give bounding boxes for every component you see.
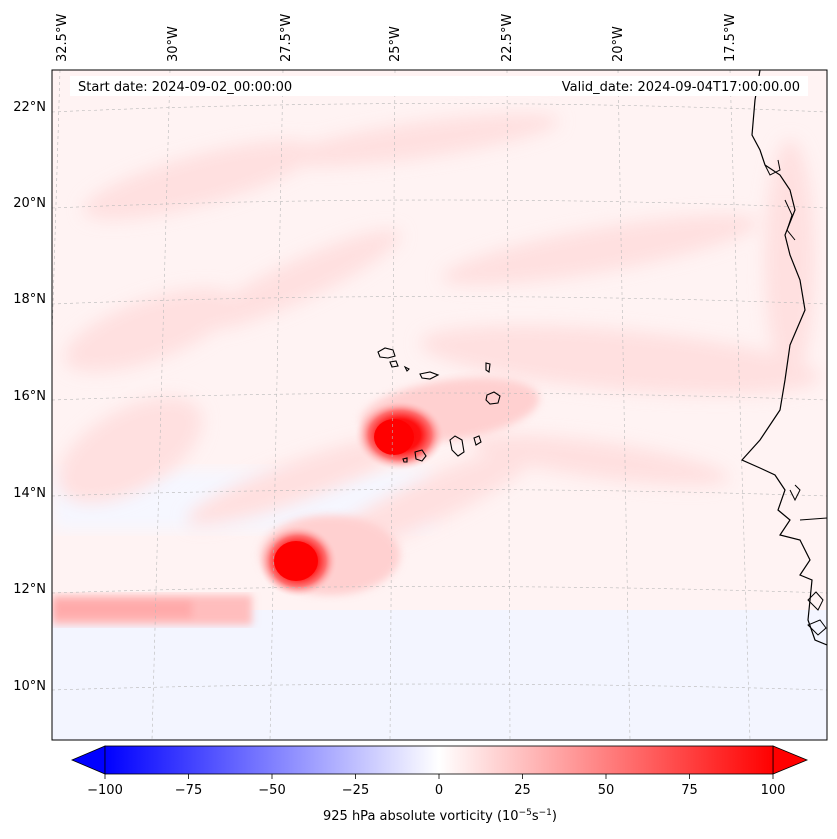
- lat-label: 22°N: [13, 100, 46, 115]
- lon-label: 32.5°W: [55, 14, 70, 62]
- longitude-labels: 32.5°W 30°W 27.5°W 25°W 22.5°W 20°W 17.5…: [55, 14, 738, 62]
- start-date: Start date: 2024-09-02_00:00:00: [78, 80, 292, 95]
- colorbar-tick-label: 50: [598, 783, 615, 798]
- colorbar-tick-label: −25: [342, 783, 369, 798]
- lon-label: 17.5°W: [723, 14, 738, 62]
- latitude-labels: 22°N 20°N 18°N 16°N 14°N 12°N 10°N: [13, 100, 46, 694]
- lon-label: 25°W: [388, 26, 403, 62]
- lat-label: 14°N: [13, 486, 46, 501]
- lat-label: 16°N: [13, 389, 46, 404]
- lat-label: 20°N: [13, 196, 46, 211]
- colorbar-tick-label: −75: [175, 783, 202, 798]
- colorbar: −100 −75 −50 −25 0 25 50 75 100 925 hPa absolute…: [70, 745, 809, 824]
- colorbar-label: 925 hPa absolute vorticity (10−5s−1): [323, 808, 557, 824]
- colorbar-extend-max: [772, 745, 809, 775]
- colorbar-tick-label: 25: [514, 783, 531, 798]
- lon-label: 30°W: [166, 26, 181, 62]
- valid-date: Valid_date: 2024-09-04T17:00:00.00: [562, 80, 800, 95]
- header-box: [70, 76, 808, 96]
- colorbar-extend-min: [70, 745, 106, 775]
- vorticity-field: [52, 70, 827, 740]
- lat-label: 18°N: [13, 292, 46, 307]
- lat-label: 12°N: [13, 582, 46, 597]
- colorbar-tick-label: −100: [87, 783, 123, 798]
- graticule: [52, 70, 827, 740]
- lon-label: 22.5°W: [500, 14, 515, 62]
- colorbar-tick-label: 0: [435, 783, 443, 798]
- colorbar-tick-label: −50: [258, 783, 285, 798]
- cape-verde-islands: [377, 347, 501, 463]
- colorbar-tick-label: 100: [761, 783, 786, 798]
- lat-label: 10°N: [13, 679, 46, 694]
- lon-label: 27.5°W: [279, 14, 294, 62]
- colorbar-gradient: [104, 745, 774, 775]
- lon-label: 20°W: [611, 26, 626, 62]
- africa-coastline: [741, 70, 827, 646]
- colorbar-tick-label: 75: [681, 783, 698, 798]
- map-frame: [51, 69, 828, 741]
